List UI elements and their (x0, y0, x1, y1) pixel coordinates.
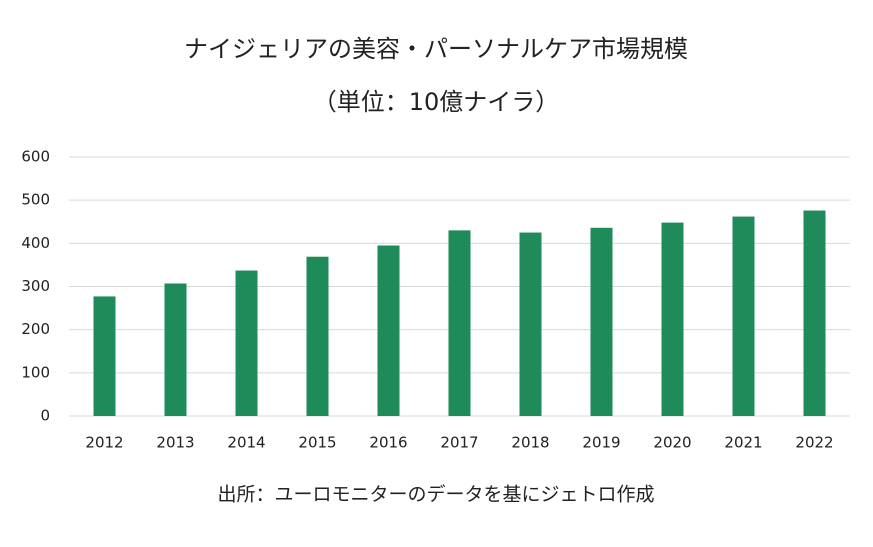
bar (590, 227, 613, 416)
x-tick-label: 2014 (227, 434, 265, 452)
bar (519, 232, 542, 416)
y-tick-label: 500 (21, 191, 50, 209)
chart-subtitle: （単位：10億ナイラ） (313, 88, 560, 116)
x-tick-label: 2013 (156, 434, 194, 452)
bar (235, 270, 258, 416)
bar (377, 245, 400, 416)
y-tick-label: 0 (40, 407, 50, 425)
x-tick-label: 2020 (653, 434, 691, 452)
bar (448, 230, 471, 416)
source-note: 出所：ユーロモニターのデータを基にジェトロ作成 (217, 484, 654, 506)
y-tick-label: 400 (21, 234, 50, 252)
x-tick-label: 2018 (511, 434, 549, 452)
x-tick-label: 2015 (298, 434, 336, 452)
x-tick-label: 2022 (795, 434, 833, 452)
x-tick-label: 2017 (440, 434, 478, 452)
y-tick-label: 600 (21, 148, 50, 166)
x-tick-label: 2016 (369, 434, 407, 452)
y-tick-label: 200 (21, 320, 50, 338)
bar (306, 256, 329, 416)
bar (661, 222, 684, 416)
bar (164, 283, 187, 416)
y-tick-label: 100 (21, 363, 50, 381)
chart-title: ナイジェリアの美容・パーソナルケア市場規模 (184, 35, 688, 63)
bar (93, 296, 116, 416)
x-tick-label: 2021 (724, 434, 762, 452)
y-tick-label: 300 (21, 277, 50, 295)
x-tick-label: 2019 (582, 434, 620, 452)
bar (732, 216, 755, 416)
bar (803, 210, 826, 416)
x-tick-label: 2012 (85, 434, 123, 452)
